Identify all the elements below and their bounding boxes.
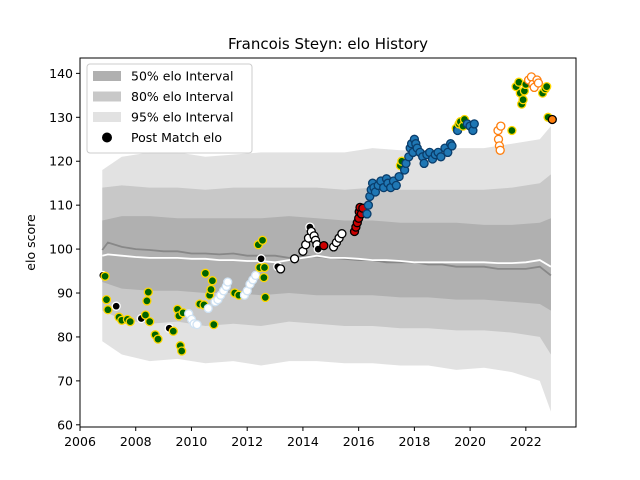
legend-label: 80% elo Interval [131,89,233,104]
post-match-elo-point [200,268,211,278]
post-match-elo-point [206,284,216,295]
post-match-elo-point [100,271,110,281]
post-match-elo-point [111,301,121,311]
x-tick-label: 2014 [287,434,319,449]
post-match-elo-point [140,310,151,320]
post-match-elo-point [209,319,219,330]
post-match-elo-point [145,316,155,327]
post-match-elo-point [259,272,269,283]
post-match-elo-point [362,209,372,219]
legend-label: Post Match elo [131,130,222,145]
post-match-elo-point [363,200,374,210]
post-match-elo-point [275,264,286,274]
plot-area [98,72,557,412]
post-match-elo-point [260,292,270,303]
x-tick-label: 2020 [454,434,486,449]
legend-swatch [93,91,121,102]
post-match-elo-point [495,145,505,155]
post-match-elo-point [259,262,270,273]
legend-swatch [93,71,121,81]
interval-bands [102,126,551,412]
post-match-elo-point [496,121,506,131]
post-match-elo-point [203,303,213,314]
y-tick-label: 140 [49,66,73,81]
x-tick-label: 2016 [343,434,375,449]
post-match-elo-point [391,180,401,191]
post-match-elo-point [207,276,218,286]
expected-elo-line-white [102,253,552,268]
post-match-elo-point [153,334,163,344]
post-match-elo-point [223,277,233,287]
post-match-elo-point [192,319,202,330]
legend: 50% elo Interval 80% elo Interval 95% elo … [86,63,253,154]
post-match-elo-point [507,125,517,136]
post-match-elo-point [443,147,453,158]
post-match-elo-point [518,95,528,105]
chart-title: Francois Steyn: elo History [228,35,428,53]
expected-elo-lines [101,241,552,277]
post-match-elo-point [547,114,557,125]
y-tick-label: 120 [49,154,73,169]
post-match-elo-point [103,305,113,315]
post-match-elo-point [419,158,429,169]
post-match-elo-point [436,152,446,162]
post-match-elo-point [177,346,187,356]
x-tick-label: 2012 [231,434,263,449]
post-match-elo-point [394,171,404,182]
x-tick-label: 2008 [120,434,152,449]
y-tick-label: 100 [49,242,73,257]
y-tick-label: 130 [49,110,73,125]
legend-swatch [93,112,121,122]
x-tick-label: 2006 [64,434,96,449]
y-tick-label: 70 [57,373,73,388]
legend-box [86,63,253,154]
post-match-elo-point [289,254,300,264]
post-match-elo-point [447,141,457,151]
post-match-elo-point [250,270,261,281]
post-match-elo-point [143,287,153,297]
y-tick-label: 110 [49,198,73,213]
axes-frame [79,57,577,428]
post-match-elo-point [542,81,552,92]
post-match-points [98,72,557,356]
post-match-elo-point [101,294,112,305]
y-axis-label: elo score [23,214,38,271]
x-axis: 2006 2008 2010 2012 2014 2016 2018 2020 2022 [64,427,542,449]
legend-label: 50% elo Interval [131,69,233,84]
y-tick-label: 90 [57,286,73,301]
y-tick-label: 80 [57,329,73,344]
legend-label: 95% elo Interval [131,110,233,125]
post-match-elo-point [256,254,266,264]
y-axis: 60 70 80 90 100 110 120 130 140 [49,66,80,432]
post-match-elo-point [533,78,544,88]
y-tick-label: 60 [57,417,73,432]
post-match-elo-point [142,296,152,306]
x-tick-label: 2010 [176,434,208,449]
post-match-elo-point [257,235,268,245]
post-match-elo-point [469,119,479,129]
post-match-elo-point [168,326,178,336]
post-match-elo-point [337,229,347,239]
post-match-elo-point [125,316,135,327]
x-tick-label: 2022 [510,434,542,449]
post-match-elo-point [319,240,329,251]
legend-marker [102,132,112,143]
x-tick-label: 2018 [398,434,430,449]
